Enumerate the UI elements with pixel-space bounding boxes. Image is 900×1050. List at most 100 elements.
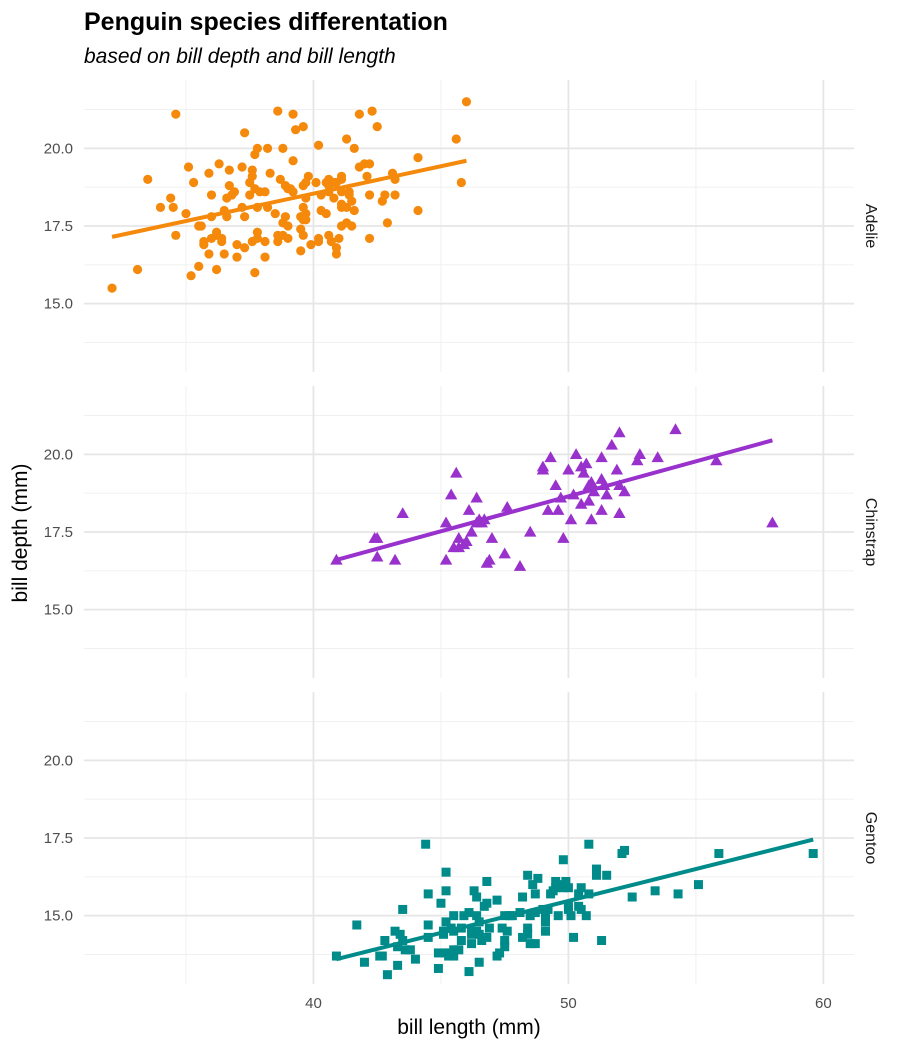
data-point xyxy=(541,504,555,515)
data-point xyxy=(602,870,612,880)
data-point xyxy=(371,550,384,562)
data-point xyxy=(581,911,591,921)
data-point xyxy=(502,926,512,936)
data-point xyxy=(288,109,298,119)
chart-title: Penguin species differentation xyxy=(84,8,448,36)
data-point xyxy=(472,892,482,902)
data-point xyxy=(472,911,482,921)
data-point xyxy=(237,162,247,172)
data-point xyxy=(313,233,324,244)
data-point xyxy=(456,936,466,946)
data-point xyxy=(194,261,204,271)
data-point xyxy=(278,143,288,153)
data-point xyxy=(449,911,459,921)
data-point xyxy=(483,553,496,565)
data-point xyxy=(627,892,637,902)
data-point xyxy=(219,249,229,259)
data-point xyxy=(364,233,375,244)
data-point xyxy=(331,951,341,961)
data-point xyxy=(265,168,275,178)
data-point xyxy=(296,246,306,256)
data-point xyxy=(283,221,293,231)
data-point xyxy=(540,917,550,927)
data-point xyxy=(465,525,478,537)
data-point xyxy=(540,926,550,936)
data-point xyxy=(552,504,565,515)
data-point xyxy=(311,177,321,188)
y-axis-title: bill depth (mm) xyxy=(9,464,32,603)
data-point xyxy=(334,233,344,244)
trend-line xyxy=(335,837,814,962)
data-point xyxy=(410,954,420,964)
data-point xyxy=(464,967,474,977)
data-point xyxy=(482,932,492,942)
data-point xyxy=(576,883,586,893)
chart-subtitle: based on bill depth and bill length xyxy=(84,45,396,68)
data-point xyxy=(280,212,291,222)
data-point xyxy=(303,171,313,181)
data-point xyxy=(395,929,405,939)
data-point xyxy=(591,870,601,880)
data-point xyxy=(558,883,568,893)
data-point xyxy=(247,165,257,175)
data-point xyxy=(349,143,359,153)
y-tick-label: 15.0 xyxy=(44,296,73,313)
data-point xyxy=(633,448,647,459)
data-point xyxy=(523,870,533,880)
data-point xyxy=(306,240,316,250)
data-point xyxy=(669,423,682,435)
data-point xyxy=(464,908,474,918)
facet-panel-gentoo: 15.0 17.5 20.0 Gentoo xyxy=(44,692,879,984)
data-point xyxy=(211,227,222,237)
data-point xyxy=(451,134,461,144)
data-point xyxy=(326,236,336,247)
data-point xyxy=(364,159,375,169)
data-point xyxy=(155,202,166,212)
data-point xyxy=(574,497,588,509)
data-point xyxy=(462,504,476,515)
data-point xyxy=(591,864,601,874)
data-point xyxy=(600,488,613,500)
x-axis-title: bill length (mm) xyxy=(397,1016,541,1039)
data-point xyxy=(441,886,451,896)
data-point xyxy=(618,485,631,497)
trend-line xyxy=(111,158,467,239)
data-point xyxy=(400,945,410,955)
data-point xyxy=(450,466,463,478)
data-point xyxy=(461,97,472,107)
data-point xyxy=(582,494,596,506)
data-point xyxy=(371,532,384,543)
y-tick-label: 17.5 xyxy=(44,218,73,235)
facet-panel-adelie: 15.0 17.5 20.0 Adelie xyxy=(44,80,879,372)
data-point xyxy=(166,193,176,203)
data-point xyxy=(538,904,548,914)
data-point xyxy=(260,187,270,197)
y-tick-label: 17.5 xyxy=(44,830,73,847)
data-point xyxy=(558,855,568,865)
data-point xyxy=(132,264,143,275)
data-point xyxy=(288,156,298,166)
data-point xyxy=(354,109,364,119)
data-point xyxy=(439,553,453,565)
y-tick-label: 15.0 xyxy=(44,908,73,925)
x-tick-label: 40 xyxy=(305,995,322,1012)
data-point xyxy=(421,839,431,849)
data-point xyxy=(171,230,181,240)
data-point xyxy=(441,917,451,927)
trend-line xyxy=(335,438,773,562)
data-point xyxy=(224,181,234,191)
data-point xyxy=(344,187,354,197)
data-point xyxy=(196,221,206,231)
data-point xyxy=(199,236,209,247)
data-point xyxy=(439,516,453,528)
data-point xyxy=(485,532,499,543)
data-point xyxy=(500,942,510,952)
data-point xyxy=(523,525,537,537)
data-point xyxy=(189,177,199,188)
data-point xyxy=(342,134,352,144)
data-point xyxy=(270,208,280,219)
data-point xyxy=(171,109,181,119)
data-point xyxy=(605,438,618,450)
data-point xyxy=(595,451,608,463)
facet-strip-label: Gentoo xyxy=(862,812,879,865)
